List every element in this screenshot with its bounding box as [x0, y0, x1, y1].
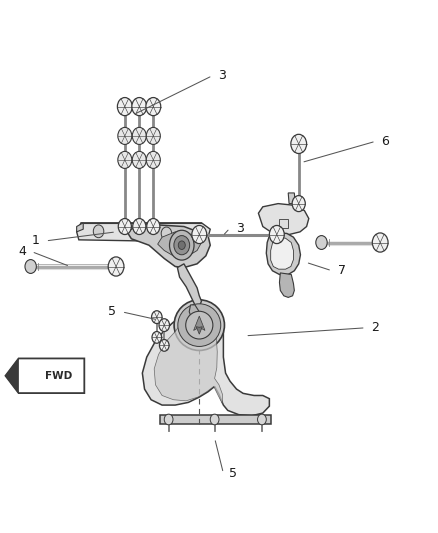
Circle shape	[159, 340, 169, 351]
Text: FWD: FWD	[45, 371, 72, 381]
Polygon shape	[177, 264, 201, 306]
Circle shape	[161, 227, 172, 240]
Circle shape	[178, 241, 185, 249]
Circle shape	[132, 127, 146, 144]
Text: 4: 4	[18, 245, 26, 258]
Circle shape	[152, 332, 162, 343]
Circle shape	[118, 219, 131, 235]
Polygon shape	[271, 237, 293, 269]
Ellipse shape	[186, 311, 213, 339]
Circle shape	[146, 151, 160, 168]
Circle shape	[372, 233, 388, 252]
Circle shape	[170, 230, 194, 260]
Polygon shape	[158, 232, 201, 257]
Circle shape	[291, 134, 307, 154]
Circle shape	[117, 98, 132, 116]
Circle shape	[118, 127, 132, 144]
Text: 3: 3	[218, 69, 226, 82]
Circle shape	[258, 414, 266, 425]
Circle shape	[316, 236, 327, 249]
Ellipse shape	[178, 304, 221, 346]
Circle shape	[132, 98, 147, 116]
Circle shape	[192, 225, 207, 244]
Ellipse shape	[174, 300, 225, 351]
Circle shape	[269, 225, 284, 244]
Text: 2: 2	[371, 321, 379, 334]
Polygon shape	[160, 415, 271, 424]
Polygon shape	[142, 310, 269, 416]
Polygon shape	[189, 305, 201, 322]
Text: 5: 5	[229, 467, 237, 480]
Polygon shape	[288, 193, 295, 204]
Circle shape	[132, 151, 146, 168]
FancyBboxPatch shape	[279, 219, 288, 228]
Circle shape	[25, 260, 36, 273]
Circle shape	[108, 257, 124, 276]
Polygon shape	[258, 204, 309, 235]
Polygon shape	[77, 223, 83, 232]
Text: 1: 1	[32, 235, 40, 247]
Circle shape	[159, 319, 170, 332]
Circle shape	[133, 219, 146, 235]
Polygon shape	[266, 232, 300, 274]
Polygon shape	[77, 223, 210, 241]
Text: 5: 5	[108, 305, 116, 318]
Circle shape	[147, 219, 160, 235]
Circle shape	[164, 414, 173, 425]
Text: 7: 7	[338, 264, 346, 277]
Circle shape	[174, 236, 190, 255]
Text: 6: 6	[381, 135, 389, 148]
Circle shape	[146, 127, 160, 144]
Circle shape	[194, 228, 205, 240]
Circle shape	[292, 196, 305, 212]
Polygon shape	[194, 316, 205, 330]
Circle shape	[210, 414, 219, 425]
Polygon shape	[196, 327, 202, 334]
Polygon shape	[154, 317, 223, 404]
Circle shape	[118, 151, 132, 168]
Text: 3: 3	[236, 222, 244, 235]
Polygon shape	[6, 358, 18, 393]
Circle shape	[152, 311, 162, 324]
Polygon shape	[127, 224, 210, 268]
Circle shape	[93, 225, 104, 238]
Polygon shape	[279, 273, 294, 297]
Circle shape	[146, 98, 161, 116]
